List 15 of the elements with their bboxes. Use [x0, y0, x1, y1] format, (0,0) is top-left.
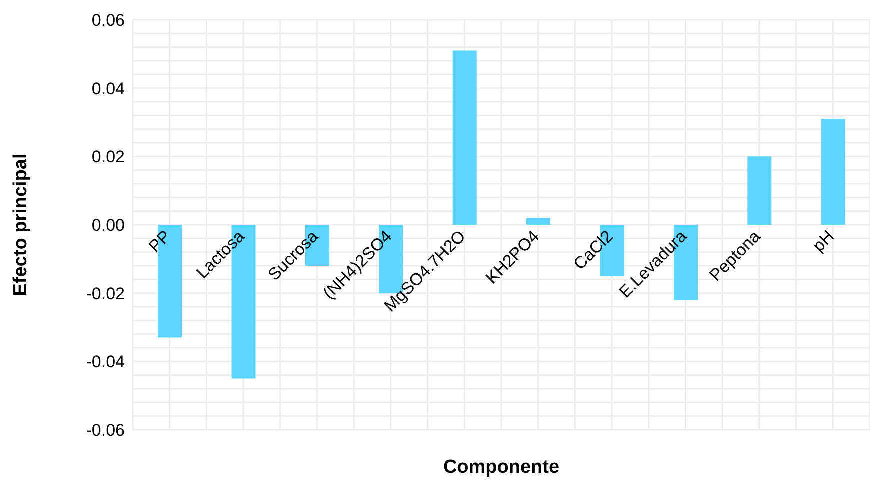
y-tick-label: -0.06	[86, 421, 125, 440]
y-tick-label: 0.00	[92, 216, 125, 236]
x-tick-label: pH	[809, 226, 838, 256]
bar	[748, 156, 772, 225]
x-axis-title: Componente	[443, 457, 560, 478]
bar	[821, 119, 846, 225]
bar	[526, 218, 551, 225]
y-tick-label: 0.04	[92, 79, 125, 98]
y-tick-label: 0.02	[92, 148, 125, 167]
y-tick-label: 0.06	[92, 11, 125, 30]
y-axis-title: Efecto principal	[10, 154, 32, 296]
x-tick-label: PP	[145, 226, 175, 256]
bar	[452, 50, 477, 225]
y-tick-label: -0.02	[86, 284, 125, 304]
y-tick-label: -0.04	[86, 352, 125, 372]
